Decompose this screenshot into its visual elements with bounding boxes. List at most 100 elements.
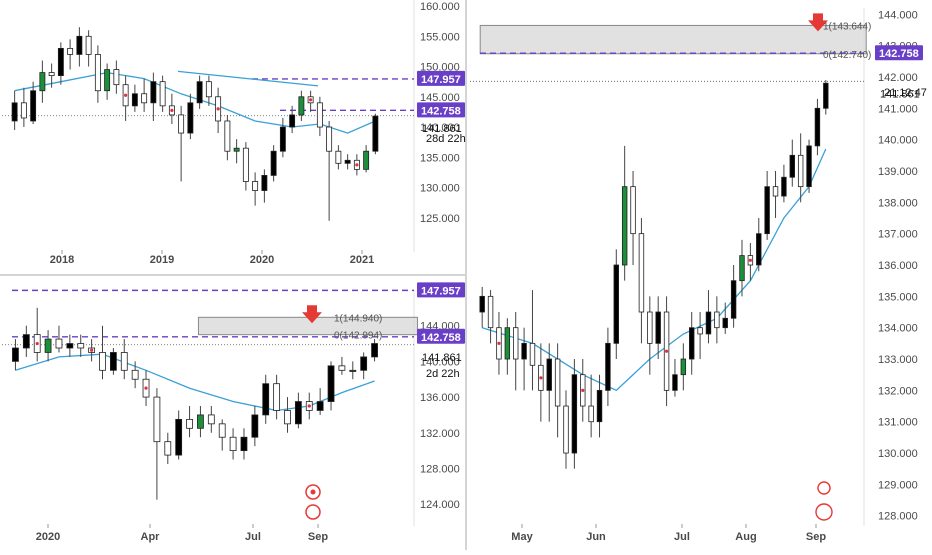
event-flag-icon[interactable]: [815, 503, 833, 521]
candle-body: [349, 369, 357, 372]
y-tick-label: 136.000: [420, 392, 460, 404]
y-tick-label: 140.000: [420, 356, 460, 368]
last-price-label: 141.861: [422, 352, 462, 364]
candle-body: [30, 90, 37, 122]
chart-panel-weekly[interactable]: 125.000 130.000 135.000 140.000 145.000 150.0…: [2, 0, 466, 266]
moving-average-line: [482, 148, 827, 392]
fib-level-label: 1(143.644): [823, 21, 871, 32]
candle-body: [739, 255, 745, 282]
candle-body: [205, 81, 212, 98]
y-tick-label: 125.000: [420, 213, 460, 225]
candle-body: [521, 342, 527, 360]
y-tick-label: 136.000: [878, 260, 918, 272]
candle-marker: [355, 163, 359, 167]
price-label-text: 147.957: [421, 74, 461, 86]
x-tick-label: 2021: [350, 254, 374, 266]
candle-body: [338, 365, 346, 371]
candle-body: [789, 154, 795, 178]
chart-panel-hourly[interactable]: 128.000 129.000 130.000 131.000 132.000 133.0…: [470, 8, 927, 543]
candle-marker: [35, 341, 39, 346]
candle-body: [621, 186, 628, 266]
candle-body: [262, 383, 270, 416]
alert-target-icon[interactable]: [305, 484, 321, 500]
price-label-tag: [875, 45, 923, 61]
candle-body: [104, 69, 111, 92]
candle-body: [554, 358, 561, 407]
candle-body: [335, 150, 342, 164]
y-tick-label: 132.000: [878, 385, 918, 397]
candle-body: [109, 352, 117, 371]
candle-body: [327, 365, 335, 402]
y-tick-label: 145.000: [420, 92, 460, 104]
y-tick-label: 135.000: [420, 152, 460, 164]
candle-marker: [497, 341, 501, 345]
candle-body: [67, 47, 74, 55]
trend-line[interactable]: [177, 70, 319, 87]
y-tick-label: 134.000: [878, 323, 918, 335]
candle-body: [363, 150, 370, 170]
y-tick-label: 141.000: [878, 103, 918, 115]
x-tick-label: Sep: [806, 531, 826, 543]
candle-body: [772, 186, 779, 197]
fib-zone-rect[interactable]: [479, 24, 867, 55]
fib-level-label: 0(142.740): [823, 50, 871, 61]
chart-panel-daily[interactable]: 124.000128.000132.000136.000140.000144.0…: [2, 282, 465, 543]
candle-body: [326, 126, 333, 152]
x-tick-label: Aug: [735, 531, 756, 543]
candle-body: [39, 72, 46, 92]
y-tick-label: 155.000: [420, 31, 460, 43]
event-flag-icon[interactable]: [305, 504, 321, 520]
candle-marker: [307, 404, 311, 408]
candle-body: [252, 181, 259, 191]
candle-body: [218, 423, 226, 438]
candle-body: [764, 186, 770, 235]
candle-body: [316, 102, 323, 128]
candle-marker: [581, 388, 585, 392]
candle-body: [316, 401, 324, 411]
candle-marker: [90, 348, 94, 352]
candle-body: [714, 311, 720, 329]
candle-body: [131, 93, 138, 107]
candle-marker: [664, 349, 669, 353]
candle-body: [298, 96, 305, 116]
y-tick-label: 138.000: [878, 197, 918, 209]
alert-target-icon[interactable]: [817, 481, 831, 495]
candle-body: [120, 352, 128, 371]
alert-target-dot: [310, 489, 316, 495]
candle-body: [113, 69, 120, 86]
candle-body: [284, 410, 291, 425]
candle-body: [44, 338, 52, 353]
candle-body: [371, 343, 378, 358]
candle-body: [806, 145, 812, 188]
candle-body: [196, 81, 203, 104]
candle-body: [153, 396, 161, 443]
candle-body: [571, 374, 578, 454]
y-tick-label: 124.000: [420, 499, 460, 511]
y-tick-label: 130.000: [878, 448, 918, 460]
candle-body: [48, 72, 55, 77]
x-tick-label: 2018: [50, 254, 74, 266]
candle-marker: [539, 376, 543, 380]
y-tick-label: 142.000: [878, 72, 918, 84]
candle-body: [224, 120, 231, 152]
x-tick-label: Jun: [586, 531, 606, 543]
x-tick-label: Apr: [141, 531, 161, 543]
fib-zone-rect[interactable]: [197, 316, 418, 336]
candle-body: [187, 102, 194, 134]
candle-body: [20, 102, 27, 119]
candle-body: [372, 115, 379, 152]
fib-level-label: 1(144.940): [334, 313, 382, 324]
y-tick-label: 140.000: [878, 135, 918, 147]
candle-body: [360, 356, 368, 371]
candle-body: [76, 35, 83, 55]
candle-marker: [170, 108, 174, 112]
candle-body: [270, 150, 277, 176]
candle-body: [705, 311, 712, 335]
candle-body: [605, 342, 611, 391]
x-tick-label: 2019: [150, 254, 174, 266]
candle-body: [730, 280, 737, 319]
y-tick-label: 135.000: [878, 291, 918, 303]
candle-body: [814, 107, 821, 147]
